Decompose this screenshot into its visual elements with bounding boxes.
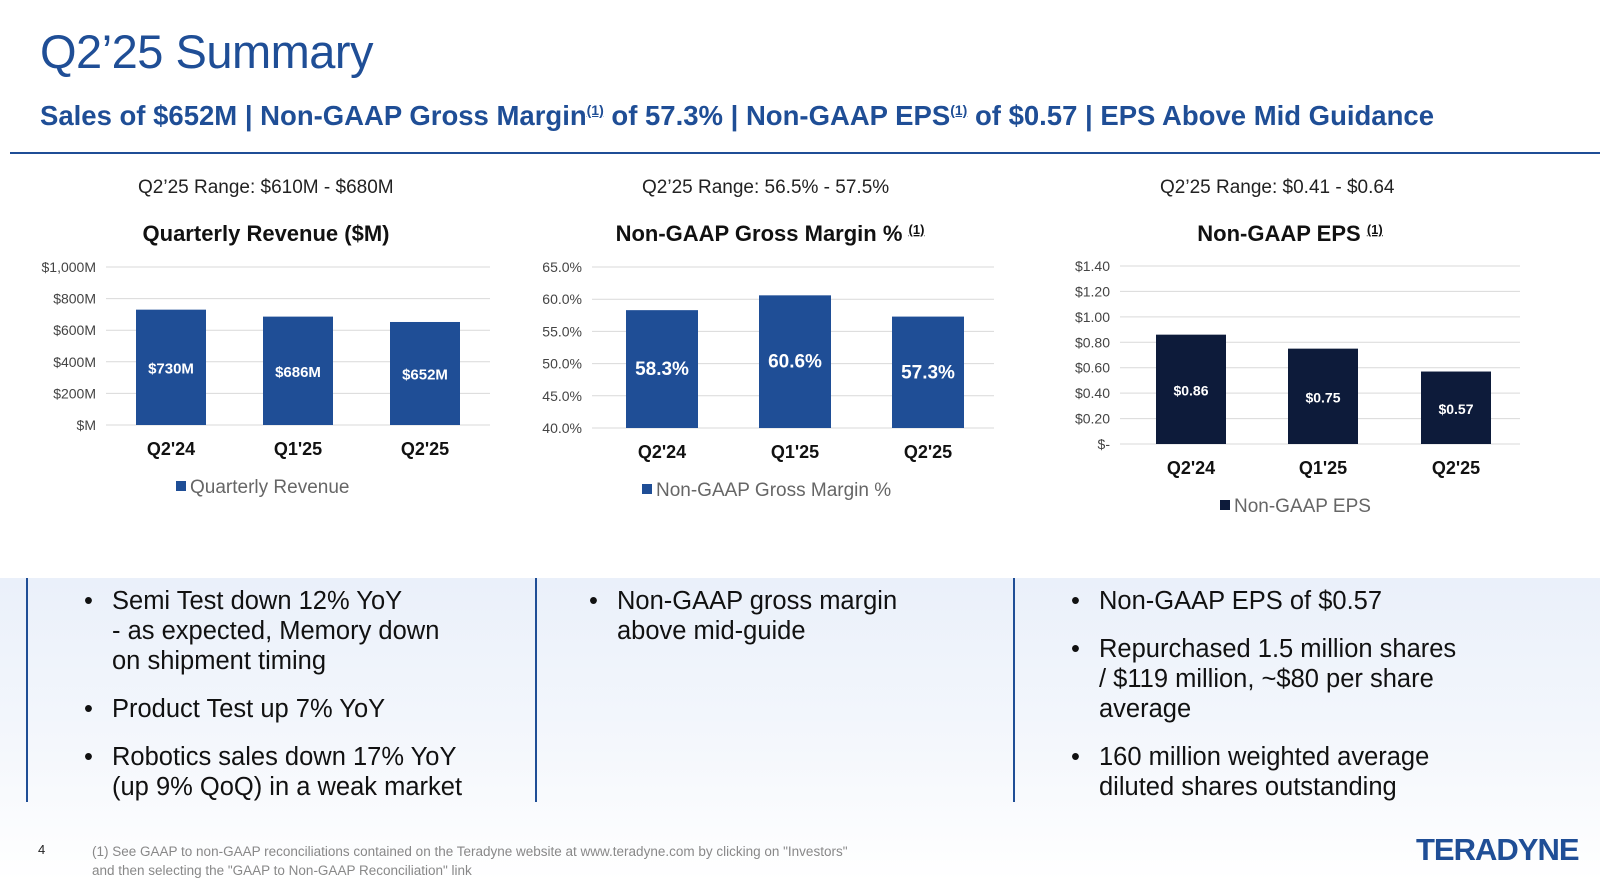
y-tick-label: $1.00 bbox=[1075, 309, 1110, 325]
list-item: Product Test up 7% YoY bbox=[80, 694, 520, 724]
page-title: Q2’25 Summary bbox=[40, 25, 374, 78]
revenue-chart: Quarterly Revenue ($M) $M $200M $400M $600M $… bbox=[42, 221, 490, 498]
y-tick-label: 65.0% bbox=[542, 259, 582, 275]
y-tick-label: $200M bbox=[53, 385, 96, 401]
footnote-ref: (1) bbox=[950, 101, 968, 118]
header-divider bbox=[10, 152, 1600, 154]
y-tick-label: $800M bbox=[53, 291, 96, 307]
data-label: 57.3% bbox=[901, 362, 955, 383]
gross-margin-chart: Non-GAAP Gross Margin % (1) 40.0% 45.0% 50.… bbox=[542, 221, 994, 501]
margin-commentary-list: Non-GAAP gross margin above mid-guide bbox=[585, 586, 985, 664]
footnote-ref: (1) bbox=[586, 101, 604, 118]
eps-guidance-range: Q2’25 Range: $0.41 - $0.64 bbox=[1160, 177, 1395, 198]
y-tick-label: $1.20 bbox=[1075, 283, 1110, 299]
data-label: $730M bbox=[148, 360, 194, 377]
x-category-label: Q2'25 bbox=[1432, 458, 1480, 478]
y-tick-label: $0.40 bbox=[1075, 385, 1110, 401]
page-number: 4 bbox=[38, 842, 46, 857]
bar bbox=[759, 295, 831, 428]
headline-summary: Sales of $652M | Non-GAAP Gross Margin(1… bbox=[40, 100, 1434, 131]
teradyne-logo: TERADYNE bbox=[1416, 832, 1580, 867]
data-label: $652M bbox=[402, 366, 448, 383]
bar bbox=[136, 309, 206, 425]
data-label: 58.3% bbox=[635, 359, 689, 380]
list-item: Semi Test down 12% YoY - as expected, Me… bbox=[80, 586, 520, 676]
y-tick-label: 40.0% bbox=[542, 420, 582, 436]
y-tick-label: $600M bbox=[53, 322, 96, 338]
legend-label: Non-GAAP EPS bbox=[1234, 496, 1371, 517]
bar bbox=[1156, 334, 1226, 444]
margin-guidance-range: Q2’25 Range: 56.5% - 57.5% bbox=[642, 177, 890, 198]
legend-label: Quarterly Revenue bbox=[190, 477, 349, 498]
footnote-text: (1) See GAAP to non-GAAP reconciliations… bbox=[92, 844, 848, 878]
x-category-label: Q1'25 bbox=[1299, 458, 1347, 478]
data-label: 60.6% bbox=[768, 352, 822, 373]
y-tick-label: 55.0% bbox=[542, 323, 582, 339]
bar bbox=[1421, 371, 1491, 444]
revenue-guidance-range: Q2’25 Range: $610M - $680M bbox=[138, 177, 394, 198]
chart-title: Non-GAAP EPS (1) bbox=[1197, 221, 1382, 246]
chart-title: Quarterly Revenue ($M) bbox=[143, 221, 390, 246]
list-item: 160 million weighted average diluted sha… bbox=[1067, 742, 1547, 802]
data-label: $0.57 bbox=[1438, 401, 1473, 417]
y-tick-label: $M bbox=[77, 417, 96, 433]
revenue-commentary-list: Semi Test down 12% YoY - as expected, Me… bbox=[80, 586, 520, 820]
x-category-label: Q1'25 bbox=[274, 439, 322, 459]
y-tick-label: $1.40 bbox=[1075, 258, 1110, 274]
bar bbox=[1288, 348, 1358, 444]
bar bbox=[263, 316, 333, 425]
list-item: Repurchased 1.5 million shares / $119 mi… bbox=[1067, 634, 1547, 724]
list-item: Robotics sales down 17% YoY (up 9% QoQ) … bbox=[80, 742, 520, 802]
x-category-label: Q2'25 bbox=[401, 439, 449, 459]
y-tick-label: $400M bbox=[53, 354, 96, 370]
legend-swatch bbox=[176, 481, 186, 491]
legend-swatch bbox=[642, 484, 652, 494]
y-tick-label: $1,000M bbox=[42, 259, 96, 275]
y-tick-label: 50.0% bbox=[542, 356, 582, 372]
data-label: $0.75 bbox=[1305, 389, 1340, 405]
data-label: $686M bbox=[275, 364, 321, 381]
y-tick-label: 45.0% bbox=[542, 388, 582, 404]
y-tick-label: 60.0% bbox=[542, 291, 582, 307]
legend-label: Non-GAAP Gross Margin % bbox=[656, 480, 891, 501]
y-tick-label: $0.20 bbox=[1075, 411, 1110, 427]
bar bbox=[892, 316, 964, 428]
x-category-label: Q2'24 bbox=[147, 439, 195, 459]
legend-swatch bbox=[1220, 500, 1230, 510]
x-category-label: Q2'24 bbox=[1167, 458, 1215, 478]
eps-chart: Non-GAAP EPS (1) $- $0.20 $0.40 $0.60 $0.80 $1… bbox=[1075, 221, 1520, 517]
column-divider bbox=[535, 578, 537, 802]
eps-commentary-list: Non-GAAP EPS of $0.57 Repurchased 1.5 mi… bbox=[1067, 586, 1547, 820]
list-item: Non-GAAP gross margin above mid-guide bbox=[585, 586, 985, 646]
data-label: $0.86 bbox=[1173, 382, 1208, 398]
y-tick-label: $0.60 bbox=[1075, 360, 1110, 376]
x-category-label: Q2'25 bbox=[904, 442, 952, 462]
bar bbox=[390, 321, 460, 425]
chart-title: Non-GAAP Gross Margin % (1) bbox=[616, 221, 925, 246]
bar bbox=[626, 310, 698, 428]
column-divider bbox=[1013, 578, 1015, 802]
column-divider bbox=[26, 578, 28, 802]
y-tick-label: $- bbox=[1098, 436, 1111, 452]
x-category-label: Q1'25 bbox=[771, 442, 819, 462]
y-tick-label: $0.80 bbox=[1075, 334, 1110, 350]
x-category-label: Q2'24 bbox=[638, 442, 686, 462]
list-item: Non-GAAP EPS of $0.57 bbox=[1067, 586, 1547, 616]
